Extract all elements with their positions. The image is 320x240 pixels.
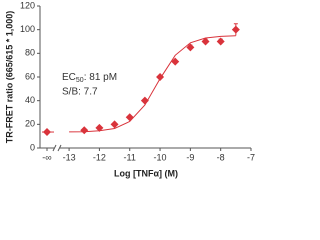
point — [201, 37, 210, 46]
y-tick-label: 0 — [30, 142, 35, 152]
x-tick-label: -10 — [154, 152, 167, 162]
point — [186, 43, 195, 52]
y-axis-label: TR-FRET ratio (665/615 * 1,000) — [4, 11, 14, 144]
point — [125, 113, 134, 122]
annotation: EC50: 81 pM — [62, 72, 117, 84]
y-tick-label: 120 — [20, 0, 35, 10]
x-tick-label: -12 — [93, 152, 106, 162]
point — [156, 73, 165, 81]
point — [171, 57, 180, 66]
y-tick-label: 100 — [20, 24, 35, 34]
fit-curve — [69, 35, 236, 133]
axis-break — [57, 144, 62, 152]
x-axis-label: Log [TNFα] (M) — [114, 168, 178, 178]
y-tick-label: 60 — [25, 71, 35, 81]
y-tick-label: 20 — [25, 119, 35, 129]
x-tick-label: -13 — [63, 152, 76, 162]
x-tick-label: -∞ — [42, 152, 51, 162]
point — [95, 123, 104, 132]
y-tick-label: 80 — [25, 48, 35, 58]
x-tick-label: -8 — [217, 152, 225, 162]
x-tick-label: -9 — [186, 152, 194, 162]
chart: TR-FRET ratio (665/615 * 1,000) Log [TNF… — [4, 0, 255, 178]
point — [43, 128, 51, 137]
annotation: S/B: 7.7 — [62, 87, 98, 98]
point — [231, 25, 240, 34]
axis-break — [52, 144, 57, 152]
x-tick-label: -7 — [247, 152, 255, 162]
point — [110, 120, 119, 129]
x-tick-label: -11 — [124, 152, 136, 162]
y-tick-label: 40 — [25, 95, 35, 105]
point — [80, 126, 89, 135]
point — [216, 37, 225, 46]
point — [140, 96, 149, 105]
